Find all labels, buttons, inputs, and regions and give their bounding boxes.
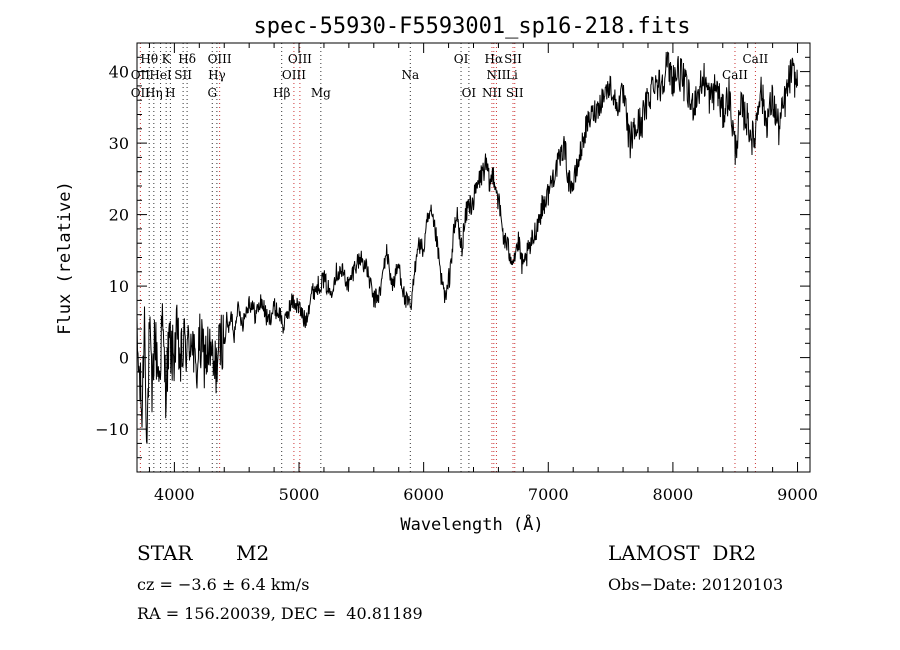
survey-label: LAMOST DR2 (608, 541, 757, 565)
line-label: H (165, 86, 175, 100)
line-label: OIII (282, 68, 306, 82)
y-tick-label: −10 (95, 420, 129, 439)
line-label: Hβ (273, 86, 290, 100)
line-label: Hγ (208, 68, 226, 82)
line-label: G (207, 86, 217, 100)
y-axis-label: Flux (relative) (55, 181, 75, 335)
redshift-line: cz = −3.6 ± 6.4 km/s (137, 575, 310, 594)
x-tick-label: 5000 (279, 485, 320, 504)
obs-date: Obs−Date: 20120103 (608, 575, 784, 594)
line-label: Hα (485, 52, 504, 66)
x-tick-label: 7000 (528, 485, 569, 504)
line-markers (139, 43, 756, 472)
x-tick-label: 6000 (403, 485, 444, 504)
x-tick-label: 4000 (154, 485, 195, 504)
flux-line (136, 51, 798, 444)
line-label: Hδ (178, 52, 196, 66)
line-label: Hθ (140, 52, 158, 66)
line-label: NII (486, 68, 506, 82)
y-tick-label: 10 (109, 277, 129, 296)
line-label: SII (506, 86, 524, 100)
line-label: K (162, 52, 172, 66)
line-label: Hη (145, 86, 163, 100)
line-label: Mg (311, 86, 331, 100)
chart-title: spec-55930-F5593001_sp16-218.fits (253, 14, 690, 39)
y-axis: −10 0 10 20 30 40 (95, 42, 810, 459)
line-label: SII (504, 52, 522, 66)
line-label: HeI (149, 68, 172, 82)
line-label: OII (131, 86, 151, 100)
line-label: CaII (722, 68, 748, 82)
x-axis: 4000 5000 6000 7000 8000 9000 (148, 43, 818, 504)
coordinates-line: RA = 156.20039, DEC = 40.81189 (137, 604, 423, 623)
x-tick-label: 8000 (653, 485, 694, 504)
y-tick-label: 30 (109, 134, 129, 153)
line-label: Na (401, 68, 419, 82)
flux-series (136, 51, 798, 444)
line-label: SII (174, 68, 192, 82)
line-label: CaII (742, 52, 768, 66)
line-label: NII (482, 86, 502, 100)
line-label: OII (131, 68, 151, 82)
y-tick-label: 20 (109, 206, 129, 225)
x-axis-label: Wavelength (Å) (400, 513, 543, 535)
line-label: OI (462, 86, 477, 100)
line-label: OIII (288, 52, 312, 66)
x-tick-label: 9000 (777, 485, 818, 504)
y-tick-label: 0 (119, 349, 129, 368)
line-label: Li (506, 68, 518, 82)
line-label: OI (454, 52, 469, 66)
y-tick-label: 40 (109, 63, 129, 82)
subclass-label: M2 (236, 541, 270, 565)
line-label: OIII (208, 52, 232, 66)
class-label: STAR (137, 541, 193, 565)
